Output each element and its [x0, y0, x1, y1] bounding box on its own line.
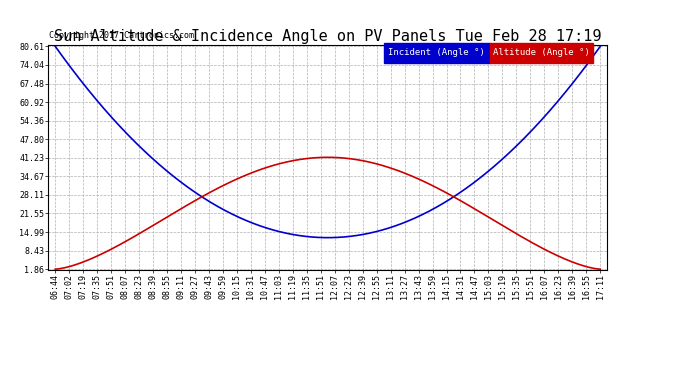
Text: Incident (Angle °): Incident (Angle °) — [388, 48, 485, 57]
Title: Sun Altitude & Incidence Angle on PV Panels Tue Feb 28 17:19: Sun Altitude & Incidence Angle on PV Pan… — [54, 29, 602, 44]
Text: Copyright 2017 Cartronics.com: Copyright 2017 Cartronics.com — [50, 32, 195, 40]
Bar — [490, 43, 593, 63]
Bar — [384, 43, 490, 63]
Text: Altitude (Angle °): Altitude (Angle °) — [493, 48, 590, 57]
